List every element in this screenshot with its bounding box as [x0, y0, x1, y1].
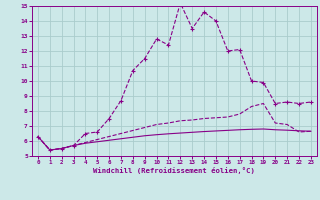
X-axis label: Windchill (Refroidissement éolien,°C): Windchill (Refroidissement éolien,°C) — [93, 167, 255, 174]
